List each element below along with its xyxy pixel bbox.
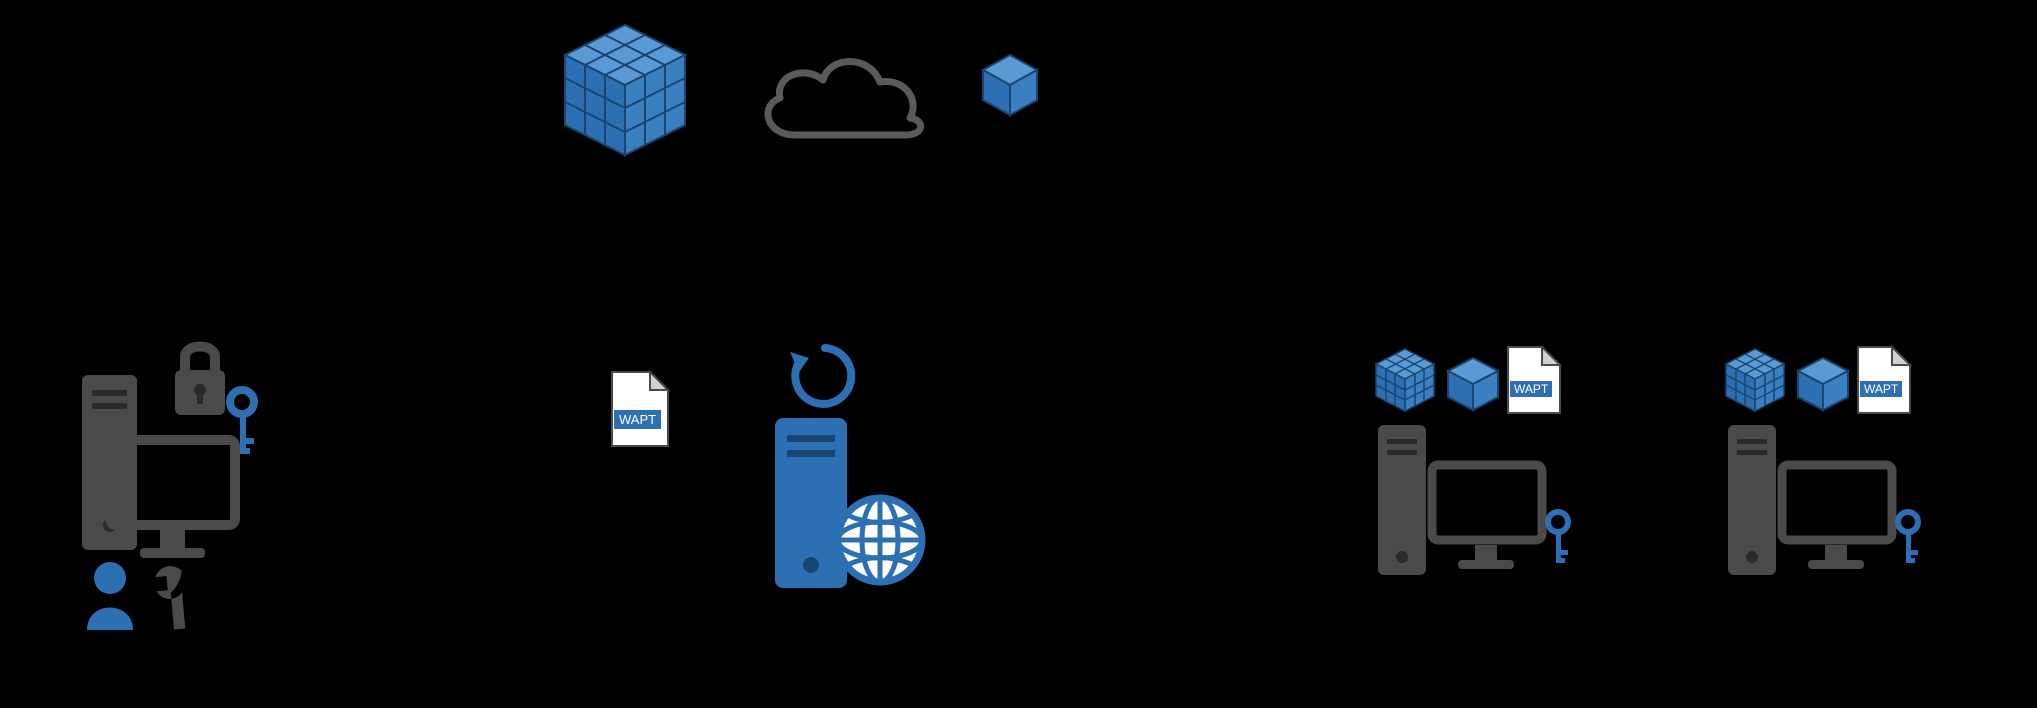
wapt-file-label: WAPT xyxy=(614,410,661,429)
small-cube2-icon xyxy=(1792,353,1854,415)
cloud-icon xyxy=(745,40,935,165)
small-cube2-icon xyxy=(1442,353,1504,415)
wapt-file-small-icon: WAPT xyxy=(1506,345,1562,415)
client-computer-icon xyxy=(1370,417,1590,597)
big-cube-icon xyxy=(555,20,695,165)
wapt-file-small-label: WAPT xyxy=(1860,381,1902,397)
small-rubik-cube-icon xyxy=(1720,345,1790,415)
client-computer-icon xyxy=(1720,417,1940,597)
small-cube-icon xyxy=(975,50,1045,125)
small-rubik-cube-icon xyxy=(1370,345,1440,415)
wapt-file-small-label: WAPT xyxy=(1510,381,1552,397)
server-icon xyxy=(765,340,935,605)
diagram-canvas: WAPT xyxy=(0,0,2037,708)
wapt-file-small-icon: WAPT xyxy=(1856,345,1912,415)
admin-workstation-icon xyxy=(70,335,270,650)
wapt-file-icon: WAPT xyxy=(610,370,670,445)
